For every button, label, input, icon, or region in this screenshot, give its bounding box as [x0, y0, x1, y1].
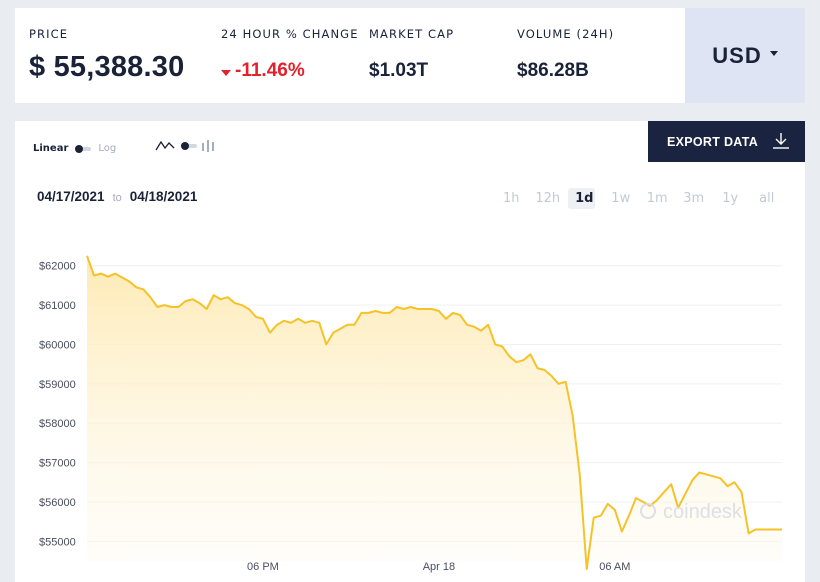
currency-selected: USD	[712, 42, 762, 68]
export-data-button[interactable]: EXPORT DATA	[648, 121, 805, 162]
x-tick-label: 06 PM	[247, 561, 279, 573]
switch-knob	[75, 144, 84, 153]
period-label: 1m	[646, 191, 668, 206]
period-label: 1w	[611, 191, 631, 206]
price-label: PRICE	[29, 27, 69, 41]
date-to: 04/18/2021	[129, 189, 198, 204]
price-chart[interactable]: $62000 $61000 $60000 $59000 $58000 $57000 $560…	[15, 121, 805, 582]
download-icon	[773, 133, 789, 149]
currency-dropdown[interactable]: USD	[685, 8, 805, 103]
switch-knob	[181, 142, 189, 150]
period-selector[interactable]: 1h 12h 1d 1w 1m 3m 1y all	[493, 188, 786, 209]
period-1h[interactable]: 1h	[493, 191, 530, 206]
volume-label: VOLUME (24H)	[517, 27, 615, 41]
date-from: 04/17/2021	[37, 189, 105, 204]
date-range: 04/17/2021 to 04/18/2021	[37, 189, 197, 204]
chart-type-toggle[interactable]	[155, 139, 215, 153]
watermark-text: coindesk	[663, 501, 743, 523]
price-value: $ 55,388.30	[29, 51, 185, 83]
price-area	[87, 255, 782, 569]
x-tick-label: Apr 18	[423, 561, 455, 573]
line-chart-icon[interactable]	[155, 139, 175, 153]
period-3m[interactable]: 3m	[676, 191, 713, 206]
linear-label[interactable]: Linear	[33, 143, 69, 154]
scale-switch[interactable]	[75, 144, 92, 153]
stats-bar: PRICE $ 55,388.30 24 HOUR % CHANGE -11.4…	[15, 8, 805, 103]
period-label: 1y	[722, 191, 739, 206]
period-12h[interactable]: 12h	[530, 191, 567, 206]
period-1y[interactable]: 1y	[712, 191, 749, 206]
period-1m[interactable]: 1m	[639, 191, 676, 206]
down-arrow-icon	[221, 69, 231, 76]
chevron-down-icon	[769, 51, 778, 56]
change-label: 24 HOUR % CHANGE	[221, 27, 359, 41]
chart-card: Linear Log EXPORT DATA 04/17/2021 to 04/…	[15, 121, 805, 582]
change-value: -11.46%	[221, 60, 305, 82]
date-to-word: to	[112, 192, 122, 204]
period-all[interactable]: all	[749, 191, 786, 206]
change-percent: -11.46%	[235, 60, 305, 81]
market-cap-label: MARKET CAP	[369, 27, 455, 41]
volume-value: $86.28B	[517, 60, 589, 81]
period-label: 1d	[575, 191, 594, 206]
y-tick-label: $61000	[39, 300, 76, 312]
y-tick-label: $56000	[39, 497, 76, 509]
price-line	[86, 255, 782, 570]
y-tick-label: $58000	[39, 418, 76, 430]
candlestick-icon[interactable]	[201, 139, 215, 153]
period-label: 3m	[683, 191, 705, 206]
period-1w[interactable]: 1w	[603, 191, 640, 206]
y-tick-label: $60000	[39, 339, 76, 351]
chart-type-switch[interactable]	[181, 142, 197, 150]
market-cap-value: $1.03T	[369, 60, 429, 81]
period-1d[interactable]: 1d	[566, 188, 603, 209]
x-tick-label: 06 AM	[599, 561, 630, 573]
coindesk-watermark: coindesk	[640, 501, 743, 523]
log-label[interactable]: Log	[98, 143, 117, 154]
scale-toggle[interactable]: Linear Log	[33, 143, 116, 154]
y-tick-label: $59000	[39, 379, 76, 391]
export-label: EXPORT DATA	[667, 134, 759, 149]
period-label: all	[759, 191, 775, 206]
y-tick-label: $57000	[39, 458, 76, 470]
period-label: 12h	[535, 191, 561, 206]
y-tick-label: $55000	[39, 536, 76, 548]
period-label: 1h	[502, 191, 520, 206]
y-tick-label: $62000	[39, 261, 76, 273]
